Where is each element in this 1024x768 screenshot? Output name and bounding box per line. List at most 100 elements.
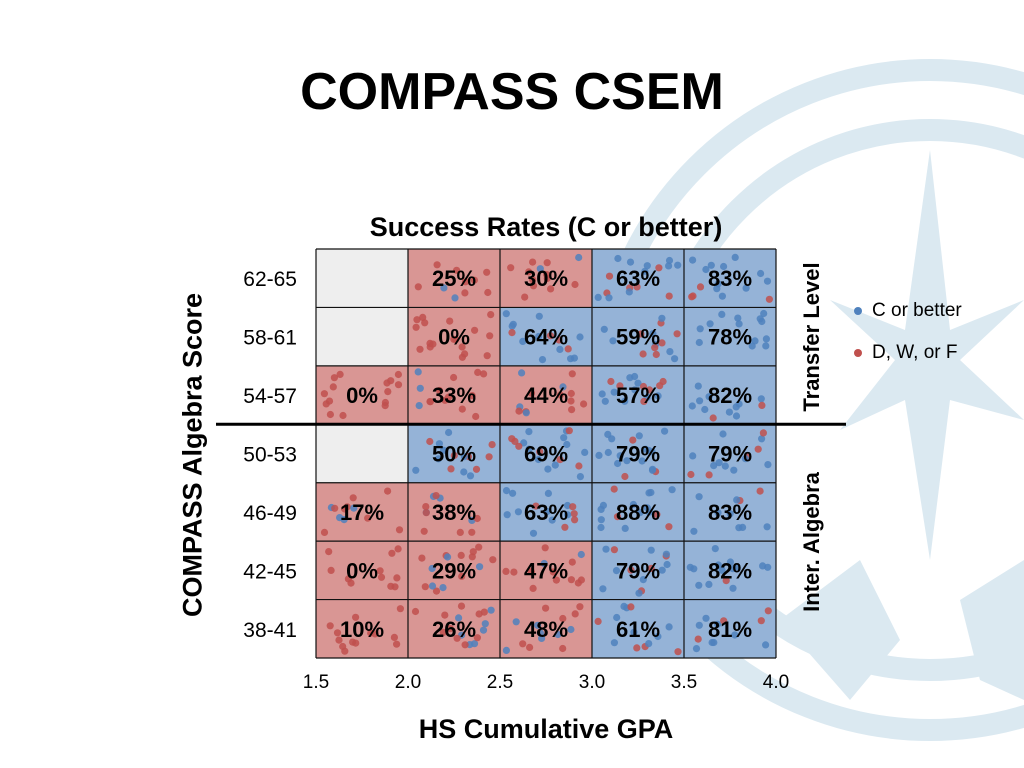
success-dot xyxy=(625,288,633,296)
success-dot xyxy=(576,473,585,481)
success-dot xyxy=(514,508,523,516)
success-dot xyxy=(559,383,567,391)
fail-dot xyxy=(639,382,648,391)
fail-dot xyxy=(395,526,404,534)
success-dot xyxy=(445,428,453,437)
fail-dot xyxy=(413,316,421,324)
fail-dot xyxy=(475,543,483,551)
fail-dot xyxy=(754,445,762,453)
fail-dot xyxy=(452,335,460,344)
fail-dot xyxy=(576,603,584,611)
heatmap-cell xyxy=(316,482,408,542)
fail-dot xyxy=(519,640,527,648)
success-dot xyxy=(570,354,579,362)
fail-dot xyxy=(458,405,466,413)
fail-dot xyxy=(565,427,573,435)
fail-dot xyxy=(515,407,523,415)
success-dot xyxy=(762,342,770,350)
success-dot xyxy=(613,613,621,622)
success-dot xyxy=(718,292,727,300)
cell-value-label: 78% xyxy=(708,325,752,350)
fail-dot xyxy=(473,514,481,523)
fail-dot xyxy=(508,329,516,337)
success-dot xyxy=(567,625,575,634)
x-tick-label: 1.5 xyxy=(303,672,329,693)
cell-value-label: 88% xyxy=(616,500,660,525)
success-dot xyxy=(544,465,552,473)
fail-dot xyxy=(532,502,540,510)
fail-dot xyxy=(527,568,535,576)
fail-dot xyxy=(384,388,392,396)
fail-dot xyxy=(458,343,466,351)
fail-dot xyxy=(546,332,555,340)
fail-dot xyxy=(393,574,401,582)
success-dot xyxy=(522,409,530,417)
legend-label-fail: D, W, or F xyxy=(872,342,958,363)
success-dot xyxy=(739,523,747,532)
fail-dot xyxy=(486,332,494,340)
success-dot xyxy=(762,335,771,343)
fail-dot xyxy=(422,509,430,517)
fail-dot xyxy=(416,345,424,353)
cell-value-label: 26% xyxy=(432,617,476,642)
fail-dot xyxy=(457,551,465,560)
fail-dot xyxy=(765,295,774,303)
success-dot xyxy=(620,602,628,611)
fail-dot xyxy=(489,556,497,564)
success-dot xyxy=(599,585,607,593)
fail-dot xyxy=(325,397,334,405)
success-dot xyxy=(536,265,544,273)
fail-dot xyxy=(336,370,344,378)
success-dot xyxy=(540,559,548,568)
fail-dot xyxy=(529,584,537,593)
success-dot xyxy=(534,455,543,464)
heatmap-cell xyxy=(500,424,592,483)
fail-dot xyxy=(435,386,444,395)
success-dot xyxy=(634,379,642,387)
fail-dot xyxy=(569,503,577,511)
fail-dot xyxy=(508,435,516,443)
success-dot xyxy=(415,402,423,410)
success-dot xyxy=(440,446,448,454)
fail-dot xyxy=(705,471,713,479)
success-dot xyxy=(714,620,722,628)
fail-dot xyxy=(542,604,550,612)
success-dot xyxy=(721,462,729,470)
success-dot xyxy=(594,293,602,301)
fail-dot xyxy=(639,350,647,358)
success-dot xyxy=(638,457,646,465)
cell-value-label: 57% xyxy=(616,383,660,408)
fail-dot xyxy=(756,487,764,495)
fail-dot xyxy=(571,280,579,289)
success-dot xyxy=(647,488,655,497)
success-dot xyxy=(414,368,422,376)
success-dot xyxy=(726,558,735,566)
success-dot xyxy=(434,455,443,463)
fail-dot xyxy=(419,313,427,321)
fail-dot xyxy=(687,470,695,479)
success-dot xyxy=(444,553,452,561)
heatmap-cell xyxy=(592,307,684,366)
success-dot xyxy=(714,561,723,569)
success-dot xyxy=(690,527,698,535)
cell-value-label: 83% xyxy=(708,266,752,291)
fail-dot xyxy=(331,504,339,512)
success-dot xyxy=(730,466,738,474)
cell-value-label: 25% xyxy=(432,266,476,291)
success-dot xyxy=(428,564,436,573)
fail-dot xyxy=(333,629,342,637)
success-dot xyxy=(694,382,702,390)
fail-dot xyxy=(418,554,426,562)
success-dot xyxy=(735,320,743,328)
success-dot xyxy=(643,262,651,270)
fail-dot xyxy=(483,268,491,276)
fail-dot xyxy=(432,492,440,500)
success-dot xyxy=(502,646,510,655)
fail-dot xyxy=(461,278,470,286)
cell-value-label: 17% xyxy=(340,500,384,525)
success-dot xyxy=(595,451,603,459)
success-dot xyxy=(731,253,739,261)
success-dot xyxy=(710,462,718,470)
success-dot xyxy=(701,405,709,414)
